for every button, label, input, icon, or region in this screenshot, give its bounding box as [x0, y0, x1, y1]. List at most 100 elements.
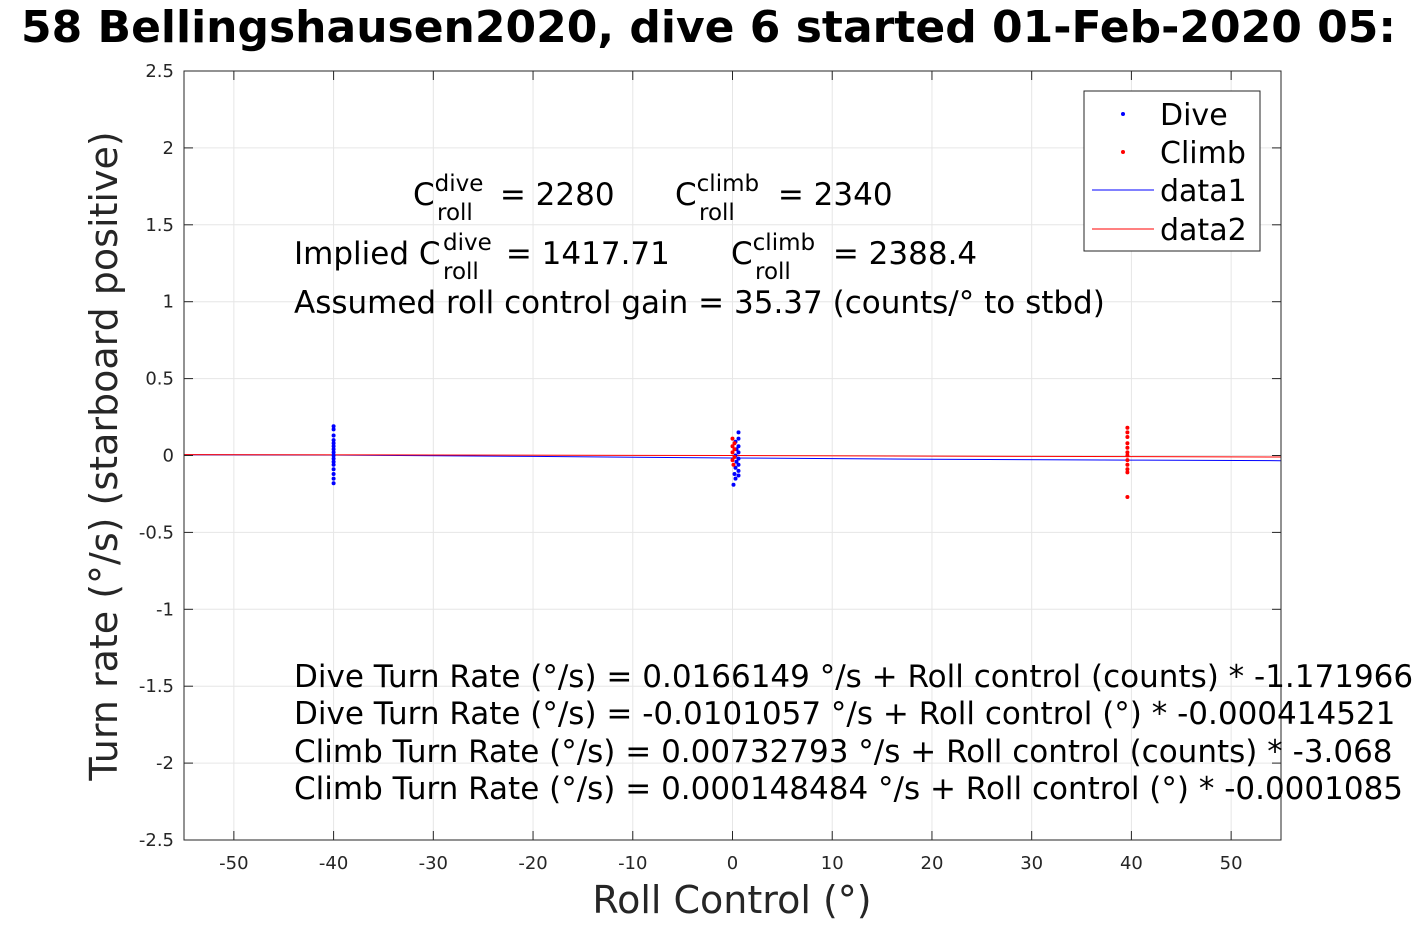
y-tick-label: -2.5	[139, 830, 174, 851]
data-point-dive	[331, 476, 336, 481]
data-point-dive	[736, 444, 741, 449]
data-point-climb	[1125, 450, 1130, 455]
x-tick-label: 50	[1220, 853, 1243, 874]
y-tick-label: -0.5	[139, 522, 174, 543]
y-tick-label: -1	[156, 599, 174, 620]
data-point-climb	[730, 458, 735, 463]
data-point-dive	[733, 465, 738, 470]
data-point-dive	[331, 447, 336, 452]
data-point-dive	[331, 427, 336, 432]
ann2-a-sup: dive	[443, 230, 492, 256]
data-point-dive	[331, 453, 336, 458]
ann2-a-sub: roll	[443, 259, 479, 285]
fit-equation-dive-degrees: Dive Turn Rate (°/s) = -0.0101057 °/s + …	[294, 696, 1395, 732]
data-point-dive	[736, 473, 741, 478]
data-point-climb	[1125, 435, 1130, 439]
ann2-prefix: Implied C	[294, 236, 441, 272]
data-point-climb	[1125, 430, 1130, 435]
ann1-b-sub: roll	[699, 200, 735, 226]
x-tick-label: -50	[219, 853, 248, 874]
x-tick-label: -40	[319, 853, 348, 874]
x-tick-label: -20	[518, 853, 547, 874]
data-point-dive	[331, 467, 336, 472]
x-tick-label: -30	[419, 853, 448, 874]
data-point-dive	[736, 450, 741, 455]
data-point-dive	[331, 424, 336, 429]
x-axis-label: Roll Control (°)	[592, 878, 872, 922]
legend-climb-marker	[1121, 150, 1125, 154]
data-point-climb	[1125, 445, 1130, 450]
data-point-climb	[730, 436, 735, 441]
ann1-a-sup: dive	[435, 171, 484, 197]
legend-data2-label: data2	[1160, 213, 1247, 248]
data-point-climb	[1125, 470, 1130, 475]
legend-dive-label: Dive	[1160, 98, 1228, 133]
data-point-dive	[331, 456, 336, 461]
y-tick-label: 0	[163, 446, 174, 467]
data-point-climb	[730, 444, 735, 449]
data-point-dive	[732, 472, 737, 476]
fit-equations: Dive Turn Rate (°/s) = 0.0166149 °/s + R…	[294, 659, 1413, 807]
scatter-points	[331, 424, 1130, 499]
data-point-dive	[734, 459, 739, 464]
legend: Dive Climb data1 data2	[1083, 90, 1261, 252]
data-point-dive	[331, 459, 336, 464]
x-tick-label: -10	[618, 853, 647, 874]
data-point-dive	[736, 430, 741, 435]
x-tick-label: 40	[1120, 853, 1143, 874]
data-point-climb	[1125, 467, 1130, 472]
series-line-data2	[184, 454, 1281, 458]
legend-dive-marker	[1121, 112, 1125, 116]
data-point-climb	[1125, 462, 1130, 467]
data-point-dive	[331, 444, 336, 449]
annotation-coefficients: Cdive roll = 2280 Cclimb roll = 2340	[413, 171, 893, 226]
data-point-climb	[730, 450, 735, 455]
data-point-climb	[732, 441, 737, 446]
data-point-dive	[331, 481, 336, 486]
data-point-dive	[331, 472, 336, 476]
data-point-dive	[736, 456, 741, 461]
ann2-b-sub: roll	[755, 259, 791, 285]
x-tick-label: 30	[1020, 853, 1043, 874]
data-point-dive	[331, 441, 336, 446]
data-point-dive	[331, 438, 336, 443]
legend-climb-label: Climb	[1160, 136, 1246, 171]
ann1-a-base: C	[413, 177, 435, 213]
ann2-b-val: = 2388.4	[823, 236, 977, 272]
y-tick-label: 2.5	[145, 61, 174, 82]
data-point-climb	[1125, 495, 1130, 499]
plot-frame	[183, 70, 1282, 841]
data-point-climb	[1125, 458, 1130, 463]
fit-equation-climb-degrees: Climb Turn Rate (°/s) = 0.000148484 °/s …	[294, 771, 1403, 807]
fit-equation-dive-counts: Dive Turn Rate (°/s) = 0.0166149 °/s + R…	[294, 659, 1413, 695]
data-point-dive	[736, 436, 741, 441]
fit-equation-climb-counts: Climb Turn Rate (°/s) = 0.00732793 °/s +…	[294, 734, 1393, 770]
y-tick-label: 1	[163, 292, 174, 313]
ann2-a-val: = 1417.71	[496, 236, 670, 272]
data-point-climb	[1125, 453, 1130, 458]
legend-box	[1083, 90, 1261, 252]
data-point-dive	[733, 476, 738, 481]
data-point-climb	[1125, 441, 1130, 446]
data-point-dive	[736, 462, 741, 467]
x-tick-label: 10	[821, 853, 844, 874]
axis-ticks: -50 -40 -30 -20 -10 0 10 20 30 40 50 2.5 2 1.5 1 0.5 0 -0…	[139, 61, 1281, 874]
chart-title: 58 Bellingshausen2020, dive 6 started 01…	[21, 2, 1396, 53]
ann1-b-sup: climb	[697, 171, 759, 197]
y-tick-label: 2	[163, 138, 174, 159]
data-point-climb	[1125, 425, 1130, 430]
legend-data1-label: data1	[1160, 174, 1247, 209]
data-point-climb	[731, 462, 736, 467]
y-tick-label: -1.5	[139, 676, 174, 697]
x-tick-label: 20	[921, 853, 944, 874]
data-point-dive	[731, 482, 736, 487]
data-point-climb	[732, 447, 737, 452]
ann1-b-val: = 2340	[768, 177, 893, 213]
y-tick-label: 1.5	[145, 215, 174, 236]
annotation-gain: Assumed roll control gain = 35.37 (count…	[294, 285, 1105, 321]
ann1-a-val: = 2280	[490, 177, 615, 213]
y-tick-label: 0.5	[145, 369, 174, 390]
ann2-b-sup: climb	[753, 230, 815, 256]
data-point-dive	[331, 450, 336, 455]
